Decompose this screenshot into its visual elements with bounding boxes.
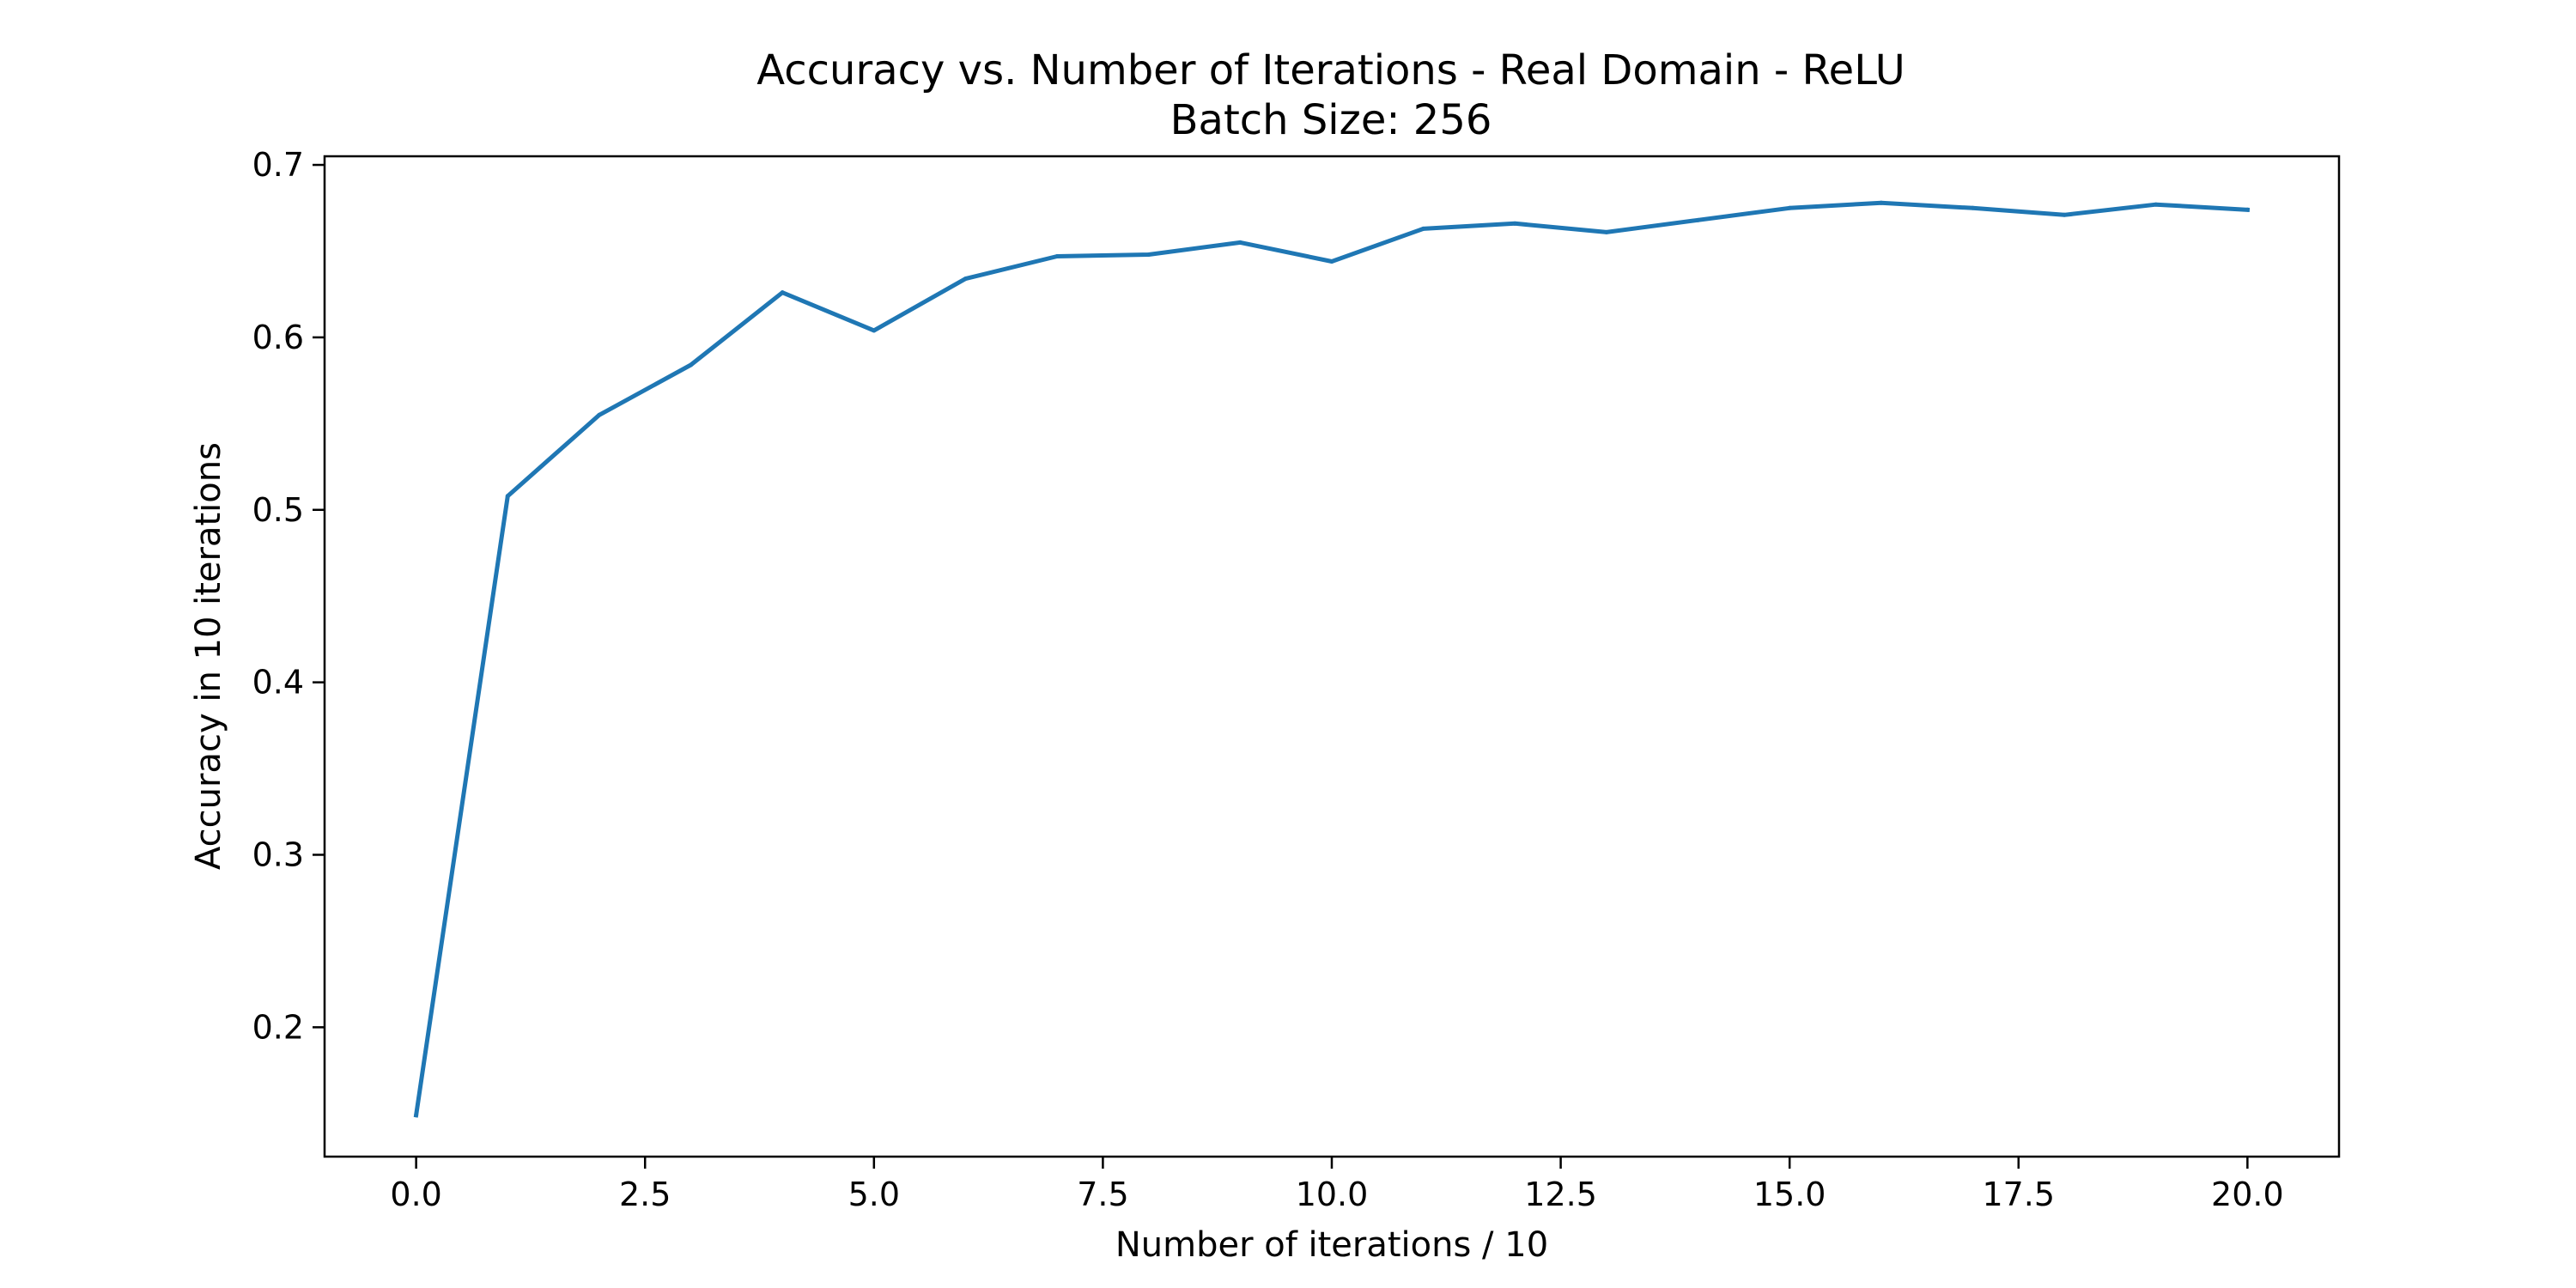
y-tick-label: 0.7 [252,146,304,184]
y-tick-label: 0.3 [252,835,304,873]
y-axis-ticks: 0.2 0.3 0.4 0.5 0.6 0.7 [252,146,325,1046]
data-point [414,1113,419,1118]
x-tick-label: 15.0 [1753,1176,1826,1213]
data-point [963,276,968,282]
x-axis-label: Number of iterations / 10 [1115,1225,1548,1265]
data-point [1787,205,1792,210]
data-point [2062,212,2067,217]
x-tick-label: 5.0 [848,1176,900,1213]
plot-frame [323,155,2341,1158]
data-point [1329,259,1334,264]
y-tick-label: 0.5 [252,491,304,529]
chart-title: Accuracy vs. Number of Iterations - Real… [756,46,1905,94]
y-tick-label: 0.2 [252,1008,304,1046]
y-tick-label: 0.6 [252,319,304,356]
data-point [1970,205,1975,210]
data-point [1421,226,1426,231]
plot-area [413,200,2251,1118]
data-point [2245,207,2250,212]
x-tick-label: 17.5 [1982,1176,2055,1213]
data-point [1696,217,1701,222]
y-axis-label: Accuracy in 10 iterations [189,442,228,870]
x-tick-label: 2.5 [619,1176,671,1213]
data-point [1237,240,1242,245]
y-tick-label: 0.4 [252,664,304,702]
data-point [872,328,877,333]
data-point [1146,252,1151,257]
data-point [2154,202,2159,207]
data-point [780,290,785,295]
data-point [1879,200,1884,205]
x-tick-label: 10.0 [1296,1176,1369,1213]
data-point [1054,254,1060,258]
x-tick-label: 0.0 [390,1176,441,1213]
data-point [689,362,694,368]
x-axis-ticks: 0.0 2.5 5.0 7.5 10.0 12.5 15.0 17.5 20.0 [390,1157,2284,1213]
x-tick-label: 12.5 [1524,1176,1597,1213]
data-point [597,412,602,417]
chart-subtitle: Batch Size: 256 [1170,96,1492,144]
data-point [1604,229,1609,234]
x-tick-label: 7.5 [1077,1176,1128,1213]
data-point [505,494,510,499]
x-tick-label: 20.0 [2211,1176,2284,1213]
data-point [1512,221,1517,226]
